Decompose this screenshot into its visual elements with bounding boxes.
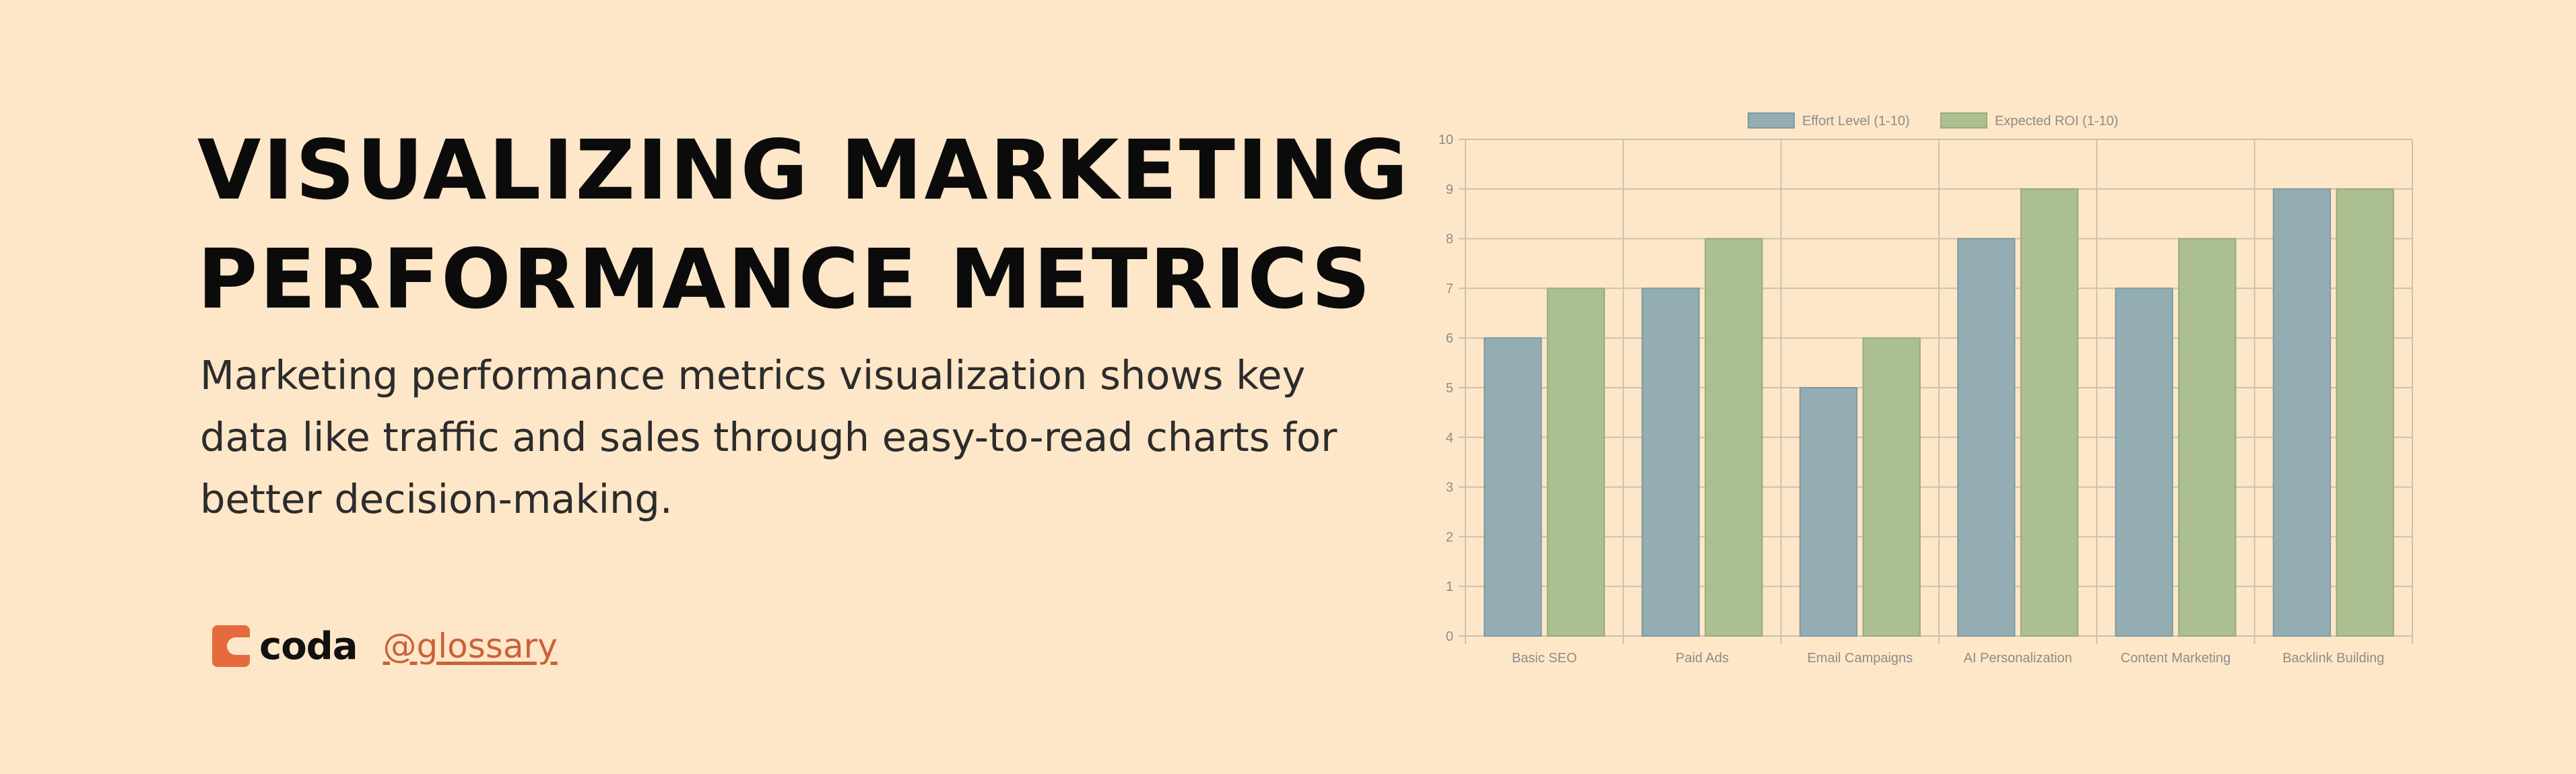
bar-effort xyxy=(1957,238,2016,637)
y-tick-label: 9 xyxy=(1446,182,1453,197)
x-tick-label: Basic SEO xyxy=(1512,651,1577,666)
y-tick-label: 8 xyxy=(1446,232,1453,247)
y-tick-label: 3 xyxy=(1446,481,1453,495)
y-tick-label: 0 xyxy=(1446,629,1453,644)
bar-roi xyxy=(1862,337,1921,637)
bar-roi xyxy=(1705,238,1763,637)
bar-effort xyxy=(1641,287,1700,637)
bar-chart: 0 1 2 3 4 5 6 7 8 9 10 Basic SEO Paid Ads Email Campa… xyxy=(1439,112,2413,666)
x-tick-label: Backlink Building xyxy=(2282,651,2384,666)
x-tick-label: Content Marketing xyxy=(2121,651,2231,666)
bar-effort xyxy=(1484,337,1542,637)
subtitle: Marketing performance metrics visualizat… xyxy=(200,352,1337,522)
glossary-handle-link[interactable]: @glossary xyxy=(383,627,558,666)
y-tick-label: 10 xyxy=(1439,133,1453,147)
legend-label: Expected ROI (1-10) xyxy=(1995,114,2118,129)
bar-roi xyxy=(1546,287,1606,637)
legend-label: Effort Level (1-10) xyxy=(1802,114,1910,129)
bar-effort xyxy=(2115,287,2173,637)
headline-line-1: VISUALIZING MARKETING xyxy=(197,122,1410,218)
bar-effort xyxy=(2272,188,2332,637)
y-tick-label: 4 xyxy=(1446,431,1453,446)
x-tick-label: AI Personalization xyxy=(1964,651,2072,666)
bar-roi xyxy=(2020,188,2079,637)
legend-swatch xyxy=(1748,112,1795,129)
bar-roi xyxy=(2178,238,2237,637)
bar-roi xyxy=(2336,188,2394,637)
y-tick-label: 1 xyxy=(1446,579,1453,594)
legend-swatch xyxy=(1940,112,1987,129)
headline-line-2: PERFORMANCE METRICS xyxy=(197,232,1373,327)
x-tick-label: Paid Ads xyxy=(1676,651,1729,666)
brand: coda @glossary xyxy=(212,619,558,673)
brand-name: coda xyxy=(259,624,358,668)
y-tick-label: 2 xyxy=(1446,530,1453,544)
bar-effort xyxy=(1799,387,1858,637)
headline: VISUALIZING MARKETING PERFORMANCE METRIC… xyxy=(197,116,1410,334)
y-tick-label: 7 xyxy=(1446,281,1453,296)
y-tick-label: 6 xyxy=(1446,331,1453,346)
y-tick-label: 5 xyxy=(1446,381,1453,396)
x-tick-label: Email Campaigns xyxy=(1807,651,1913,666)
coda-logo-icon xyxy=(212,625,250,667)
